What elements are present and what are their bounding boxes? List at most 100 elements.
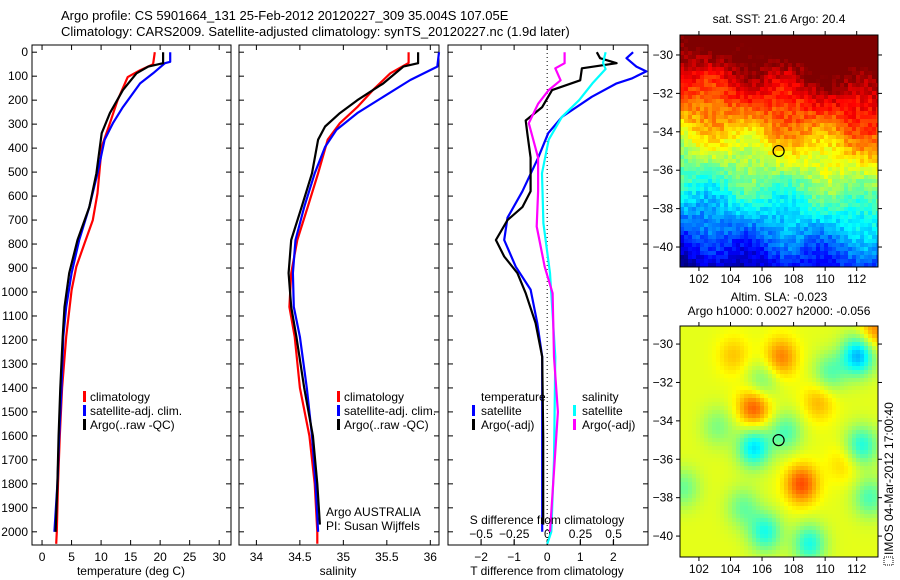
- legend-label: satellite-adj. clim.: [90, 404, 182, 418]
- depth-tick-label: 1000: [1, 285, 28, 299]
- x-tick-label: 34: [250, 550, 264, 564]
- legend-label: climatology: [90, 390, 150, 404]
- sla-map-title: Altim. SLA: -0.023: [731, 290, 828, 304]
- lat-tick-label: −30: [653, 48, 674, 62]
- plot-frame: [238, 44, 440, 546]
- depth-tick-label: 1900: [1, 501, 28, 515]
- x-tick-label: 2: [610, 550, 617, 564]
- legend-title-salinity: salinity: [582, 390, 619, 404]
- imos-stamp-text: IMOS 04-Mar-2012 17:00:40: [882, 402, 896, 555]
- legend-swatch-s-satellite: [573, 405, 576, 416]
- lon-tick-label: 102: [689, 562, 709, 576]
- x-tick-label: 20: [153, 550, 167, 564]
- legend-label: Argo(-adj): [481, 418, 534, 432]
- legend-label: satellite: [582, 404, 623, 418]
- lat-tick-label: −40: [653, 240, 674, 254]
- imos-logo-icon: [883, 556, 894, 566]
- temperature-legend: climatology satellite-adj. clim. Argo(..…: [83, 390, 182, 432]
- x-tick-label: 30: [213, 550, 227, 564]
- depth-tick-label: 500: [8, 165, 28, 179]
- depth-tick-label: 200: [8, 93, 28, 107]
- legend-label: Argo(..raw -QC): [90, 418, 175, 432]
- series-argo-raw-qc-: [54, 52, 165, 532]
- pi-label: PI: Susan Wijffels: [326, 519, 420, 533]
- series-salinity-argo-adj-: [527, 52, 566, 532]
- depth-tick-label: 1200: [1, 333, 28, 347]
- map-frame: [679, 325, 879, 558]
- lat-tick-label: −34: [653, 125, 674, 139]
- depth-tick-label: 900: [8, 261, 28, 275]
- legend-swatch-climatology: [83, 391, 86, 402]
- sla-map-subtitle: Argo h1000: 0.0027 h2000: -0.056: [688, 304, 871, 318]
- depth-tick-label: 300: [8, 117, 28, 131]
- x-tick-label: 35.5: [375, 550, 399, 564]
- legend-swatch-argo: [83, 419, 86, 430]
- depth-tick-label: 700: [8, 213, 28, 227]
- temperature-xlabel: temperature (deg C): [77, 564, 185, 578]
- lon-tick-label: 104: [720, 272, 740, 286]
- lat-tick-label: −32: [653, 86, 674, 100]
- series-argo-raw-qc-: [287, 52, 420, 525]
- depth-tick-label: 800: [8, 237, 28, 251]
- sla-map-panel: 102 104 106 108 110 112 −30 −32 −34 −36 −38 −40: [653, 322, 882, 576]
- lat-tick-label: −40: [653, 529, 674, 543]
- lon-tick-label: 110: [816, 272, 835, 286]
- x-tick-label: 10: [94, 550, 108, 564]
- legend-swatch-t-satellite: [472, 405, 475, 416]
- figure-title-line1: Argo profile: CS 5901664_131 25-Feb-2012…: [61, 8, 509, 23]
- depth-tick-label: 1700: [1, 453, 28, 467]
- temperature-panel: 0100200300400500600700800900100011001200…: [1, 44, 232, 564]
- lon-tick-label: 112: [847, 562, 866, 576]
- legend-swatch-satellite-adj: [337, 405, 340, 416]
- x-tick-label: 36: [424, 550, 438, 564]
- lon-tick-label: 110: [816, 562, 835, 576]
- legend-swatch-t-argo: [472, 419, 475, 430]
- depth-tick-label: 1100: [2, 309, 28, 323]
- figure-title-line2: Climatology: CARS2009. Satellite-adjuste…: [61, 24, 570, 39]
- series-temperature-argo-adj-: [494, 51, 618, 525]
- lon-tick-label: 108: [784, 272, 804, 286]
- legend-swatch-satellite-adj: [83, 405, 86, 416]
- salinity-legend: climatology satellite-adj. clim. Argo(..…: [337, 390, 436, 432]
- difference-legend: temperature satellite Argo(-adj) salinit…: [472, 390, 635, 432]
- s-tick-label: 0.5: [605, 527, 622, 541]
- lat-tick-label: −38: [653, 202, 674, 216]
- legend-swatch-climatology: [337, 391, 340, 402]
- sst-map-panel: 102 104 106 108 110 112 −30 −32 −34 −36 −38 −40: [653, 31, 882, 286]
- legend-label: climatology: [344, 390, 404, 404]
- depth-tick-label: 1800: [1, 477, 28, 491]
- x-tick-label: 35: [337, 550, 351, 564]
- depth-tick-label: 1400: [1, 381, 28, 395]
- depth-tick-label: 2000: [1, 525, 28, 539]
- x-tick-label: 5: [68, 550, 75, 564]
- lat-tick-label: −32: [653, 375, 674, 389]
- lon-tick-label: 106: [752, 272, 772, 286]
- lat-tick-label: −36: [653, 163, 674, 177]
- plot-frame: [31, 44, 232, 546]
- legend-label: Argo(..raw -QC): [344, 418, 429, 432]
- map-frame: [679, 34, 879, 268]
- legend-swatch-s-argo: [573, 419, 576, 430]
- lon-tick-label: 112: [847, 272, 866, 286]
- imos-stamp: IMOS 04-Mar-2012 17:00:40: [882, 402, 896, 566]
- salinity-panel: 34 34.5 35 35.5 36: [238, 44, 441, 564]
- sst-map-title: sat. SST: 21.6 Argo: 20.4: [713, 12, 846, 26]
- legend-label: satellite: [481, 404, 522, 418]
- depth-tick-label: 1300: [1, 357, 28, 371]
- lon-tick-label: 102: [689, 272, 709, 286]
- depth-tick-label: 1600: [1, 429, 28, 443]
- depth-tick-label: 1500: [1, 405, 28, 419]
- s-difference-xlabel: S difference from climatology: [470, 513, 625, 527]
- salinity-xlabel: salinity: [320, 564, 357, 578]
- lat-tick-label: −34: [653, 414, 674, 428]
- lon-tick-label: 108: [784, 562, 804, 576]
- plot-frame: [447, 44, 649, 546]
- x-tick-label: 1: [577, 550, 584, 564]
- x-tick-label: 0: [39, 550, 46, 564]
- x-tick-label: 0: [544, 550, 551, 564]
- x-tick-label: 25: [183, 550, 197, 564]
- depth-tick-label: 0: [21, 45, 28, 59]
